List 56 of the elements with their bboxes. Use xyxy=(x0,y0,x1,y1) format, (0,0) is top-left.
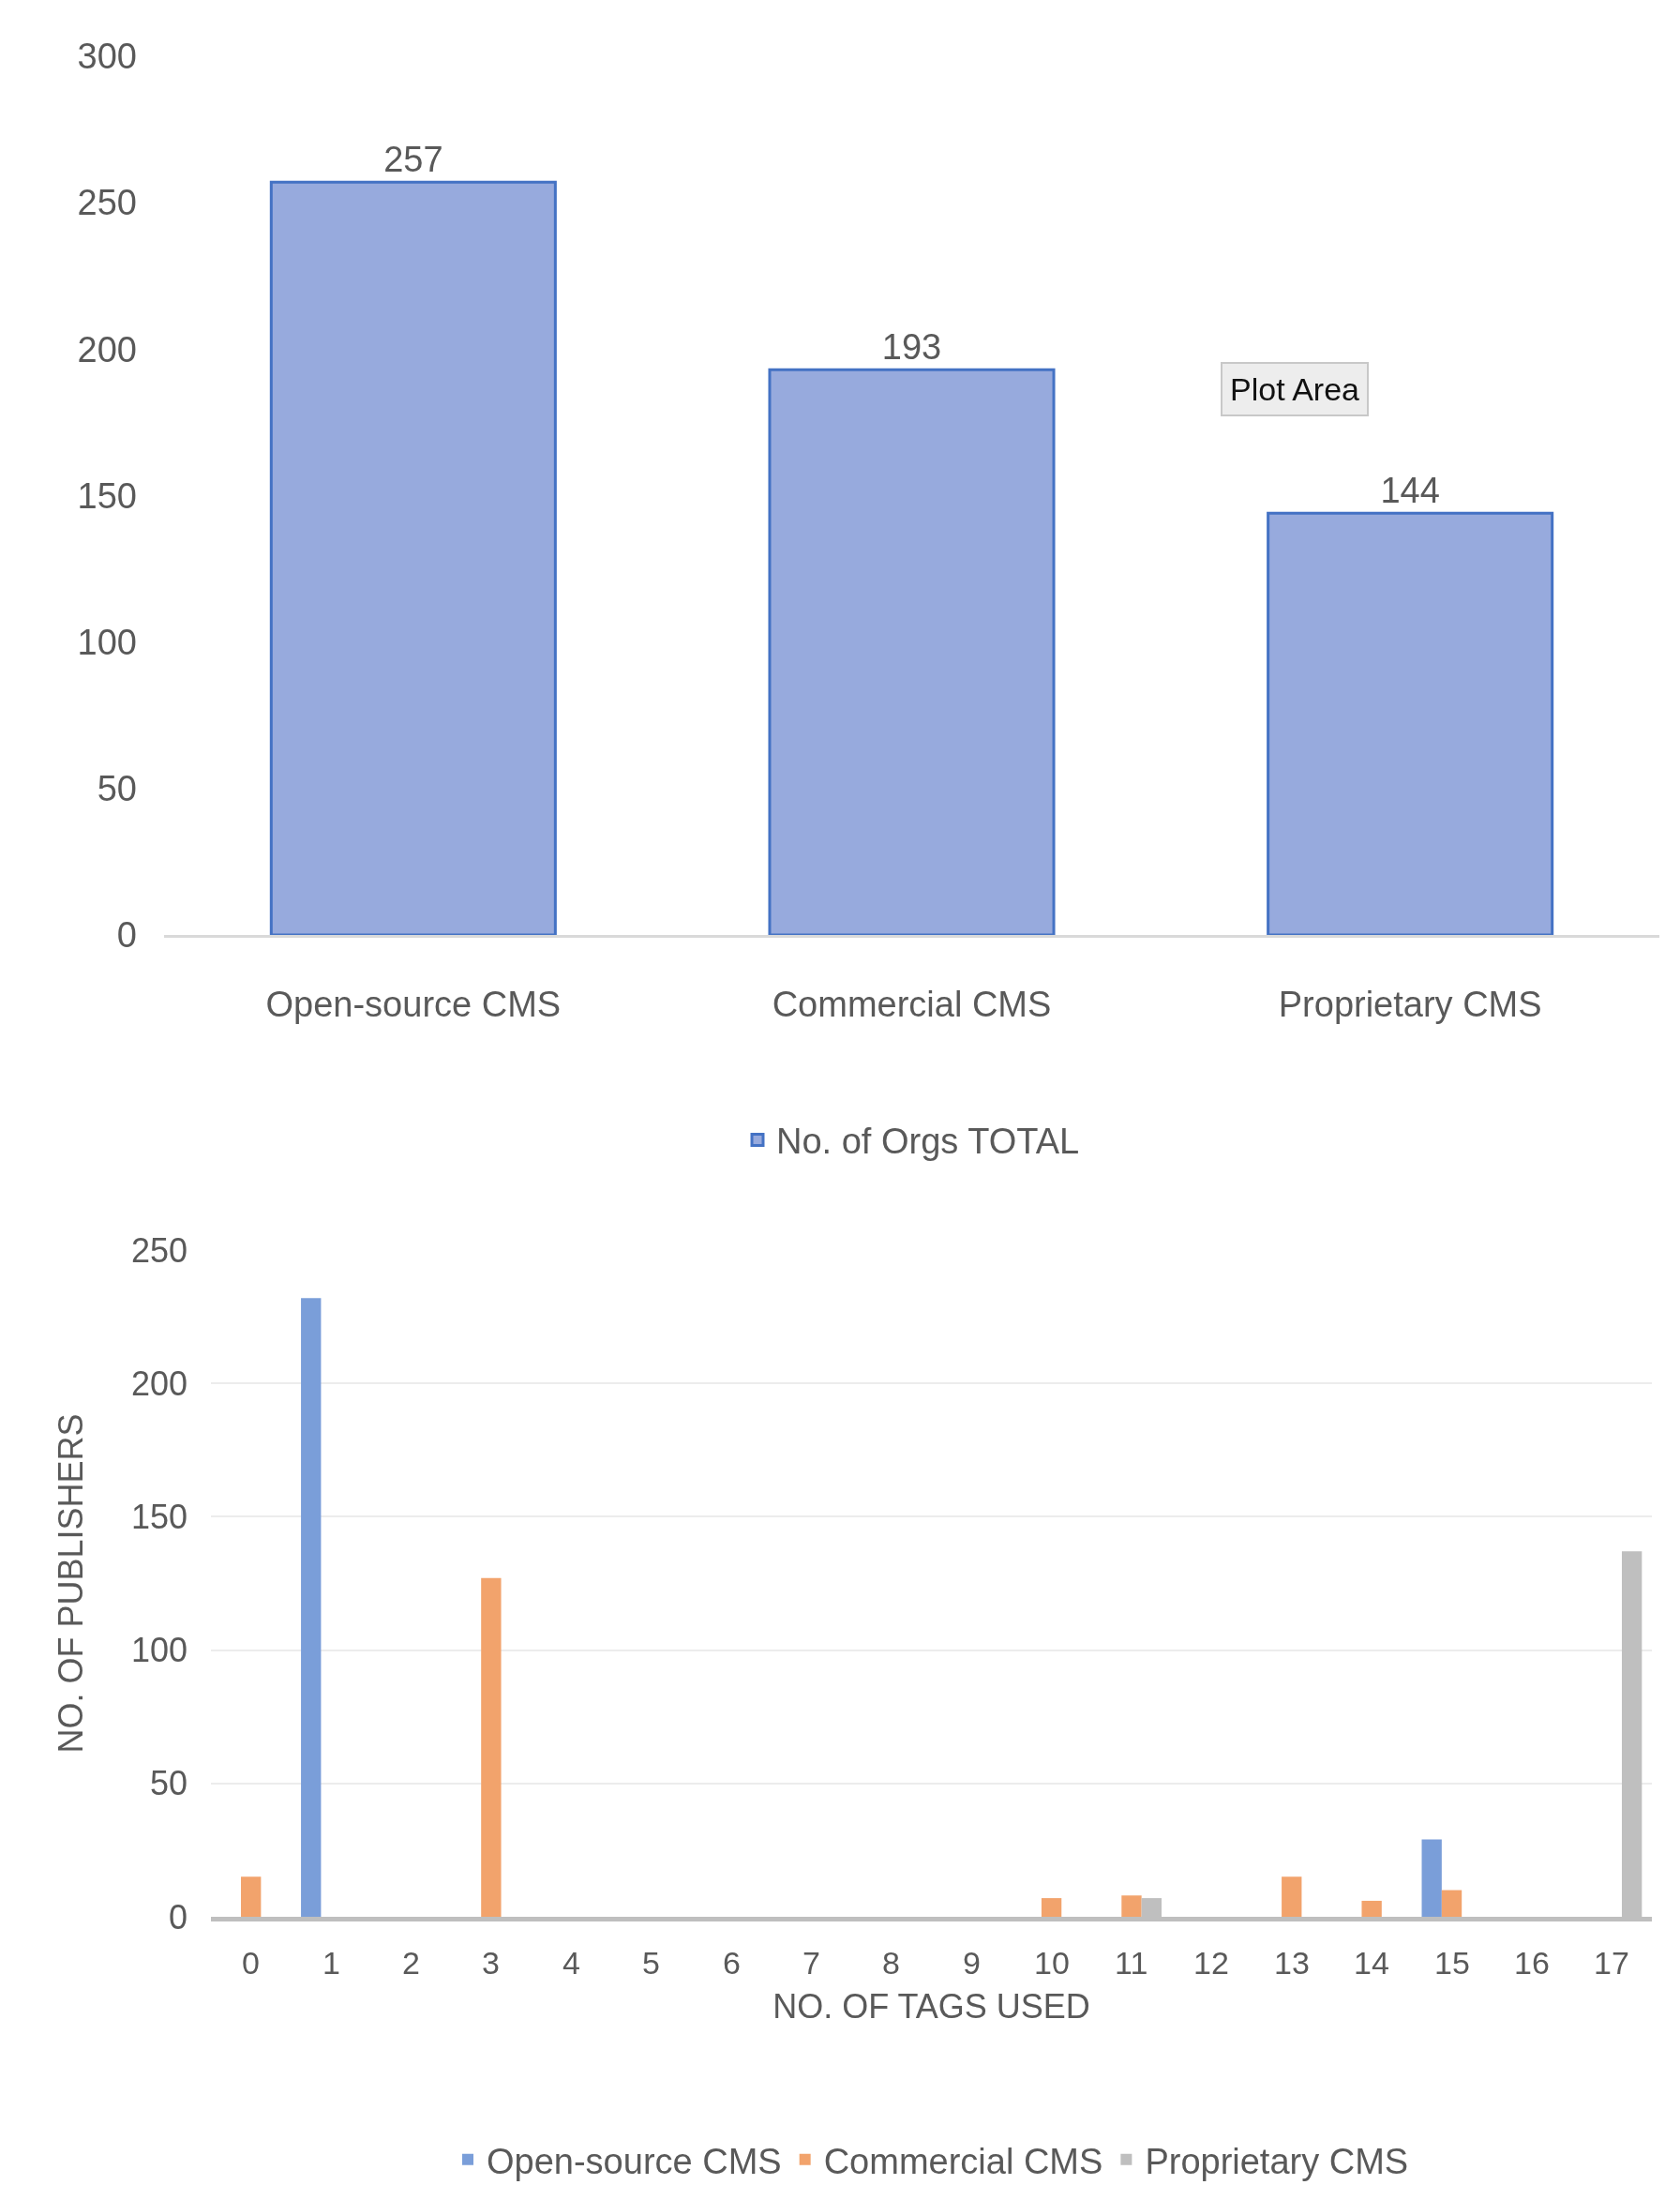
annotation: Plot Area xyxy=(1230,371,1360,407)
y-tick-label: 200 xyxy=(130,1364,188,1403)
y-tick-label: 100 xyxy=(130,1631,188,1670)
x-axis-title: NO. OF TAGS USED xyxy=(772,1986,1090,2026)
bar xyxy=(1282,1876,1302,1917)
x-tick-label: Commercial CMS xyxy=(772,984,1052,1024)
x-tick-label: 7 xyxy=(802,1945,820,1981)
x-tick-label: 1 xyxy=(322,1945,340,1981)
bar xyxy=(241,1876,262,1917)
data-label: 257 xyxy=(383,140,443,180)
y-tick-label: 300 xyxy=(77,37,137,77)
bar xyxy=(269,180,557,935)
bar xyxy=(1041,1898,1062,1917)
data-label: 144 xyxy=(1380,471,1440,511)
x-tick-label: 8 xyxy=(882,1945,900,1981)
y-tick-label: 50 xyxy=(97,769,137,809)
x-tick-label: Proprietary CMS xyxy=(1278,984,1542,1024)
y-axis-title: NO. OF PUBLISHERS xyxy=(51,1413,90,1754)
bar xyxy=(1361,1900,1382,1917)
y-tick-label: 100 xyxy=(77,622,137,662)
x-tick-label: 3 xyxy=(482,1945,500,1981)
y-tick-label: 0 xyxy=(168,1897,188,1936)
y-tick-label: 200 xyxy=(77,329,137,369)
y-tick-label: 250 xyxy=(130,1230,188,1270)
data-label: 193 xyxy=(881,327,942,368)
legend-label: Commercial CMS xyxy=(823,2141,1103,2181)
x-tick-label: 14 xyxy=(1354,1945,1389,1981)
y-tick-label: 50 xyxy=(149,1764,188,1803)
legend-label: Proprietary CMS xyxy=(1145,2141,1409,2181)
bar xyxy=(481,1577,502,1917)
legend-label: Open-source CMS xyxy=(487,2141,782,2181)
x-tick-label: 0 xyxy=(242,1945,260,1981)
x-tick-label: 2 xyxy=(402,1945,420,1981)
x-tick-label: 13 xyxy=(1274,1945,1310,1981)
y-tick-label: 150 xyxy=(130,1498,188,1536)
bar xyxy=(1121,1895,1142,1917)
x-tick-label: 15 xyxy=(1434,1945,1470,1981)
y-tick-label: 0 xyxy=(116,915,137,956)
x-tick-label: 5 xyxy=(642,1945,660,1981)
x-tick-label: 10 xyxy=(1034,1945,1070,1981)
legend-label: No. of Orgs TOTAL xyxy=(776,1122,1080,1162)
x-tick-label: 12 xyxy=(1193,1945,1229,1981)
bar xyxy=(1267,511,1554,935)
x-tick-label: 6 xyxy=(723,1945,741,1981)
y-tick-label: 150 xyxy=(77,475,137,516)
bar xyxy=(768,368,1056,935)
x-tick-label: 11 xyxy=(1115,1945,1148,1981)
x-tick-label: 17 xyxy=(1594,1945,1629,1981)
x-tick-label: Open-source CMS xyxy=(265,984,562,1024)
bar xyxy=(1421,1839,1442,1917)
x-tick-label: 16 xyxy=(1514,1945,1550,1981)
x-tick-label: 4 xyxy=(562,1945,580,1981)
x-tick-label: 9 xyxy=(963,1945,981,1981)
bar xyxy=(301,1298,322,1917)
bar xyxy=(1441,1890,1462,1917)
y-tick-label: 250 xyxy=(77,183,137,223)
